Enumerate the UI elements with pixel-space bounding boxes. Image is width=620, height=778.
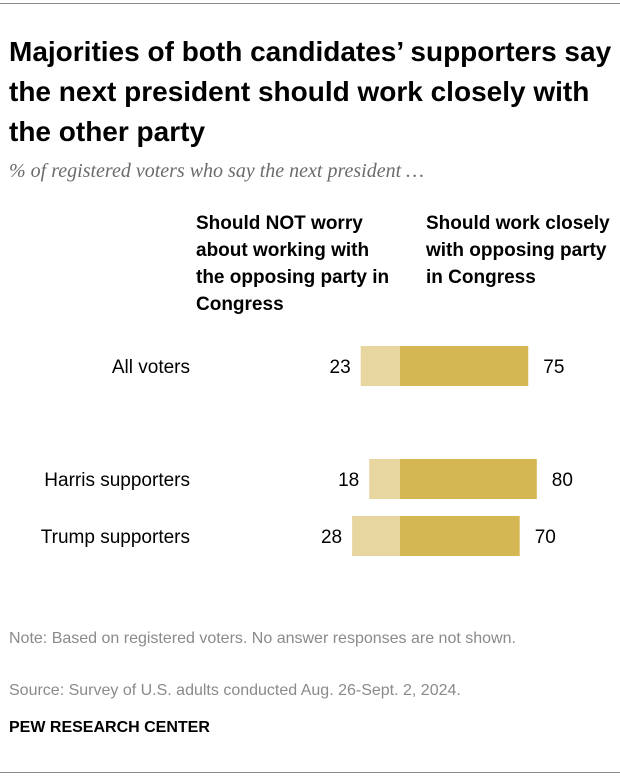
brand-label: PEW RESEARCH CENTER xyxy=(9,719,210,736)
category-label: Harris supporters xyxy=(44,470,190,491)
chart-title: Majorities of both candidates’ supporter… xyxy=(9,36,612,147)
chart-source: Source: Survey of U.S. adults conducted … xyxy=(9,682,461,699)
bar-work-closely xyxy=(400,516,520,556)
bar-chart: All voters 23 75 Harris supporters 18 80 Trump… xyxy=(41,346,573,556)
bar-not-worry xyxy=(369,459,400,499)
column-header-work-closely: Should work closely with opposing party … xyxy=(426,213,610,288)
bottom-rule xyxy=(0,772,620,773)
chart-subtitle: % of registered voters who say the next … xyxy=(9,160,424,182)
category-label: Trump supporters xyxy=(41,527,190,548)
bar-work-closely xyxy=(400,346,529,386)
column-header-not-worry: Should NOT worry about working with the … xyxy=(196,213,390,315)
top-rule xyxy=(0,3,620,4)
chart-note: Note: Based on registered voters. No ans… xyxy=(9,630,516,647)
data-label-not-worry: 23 xyxy=(330,357,351,378)
category-label: All voters xyxy=(112,357,190,378)
data-label-not-worry: 28 xyxy=(321,527,342,548)
data-label-work-closely: 70 xyxy=(535,527,556,548)
data-label-work-closely: 80 xyxy=(552,470,573,491)
bar-work-closely xyxy=(400,459,537,499)
data-label-work-closely: 75 xyxy=(543,357,564,378)
data-label-not-worry: 18 xyxy=(338,470,359,491)
bar-not-worry xyxy=(360,346,400,386)
bar-not-worry xyxy=(352,516,400,556)
